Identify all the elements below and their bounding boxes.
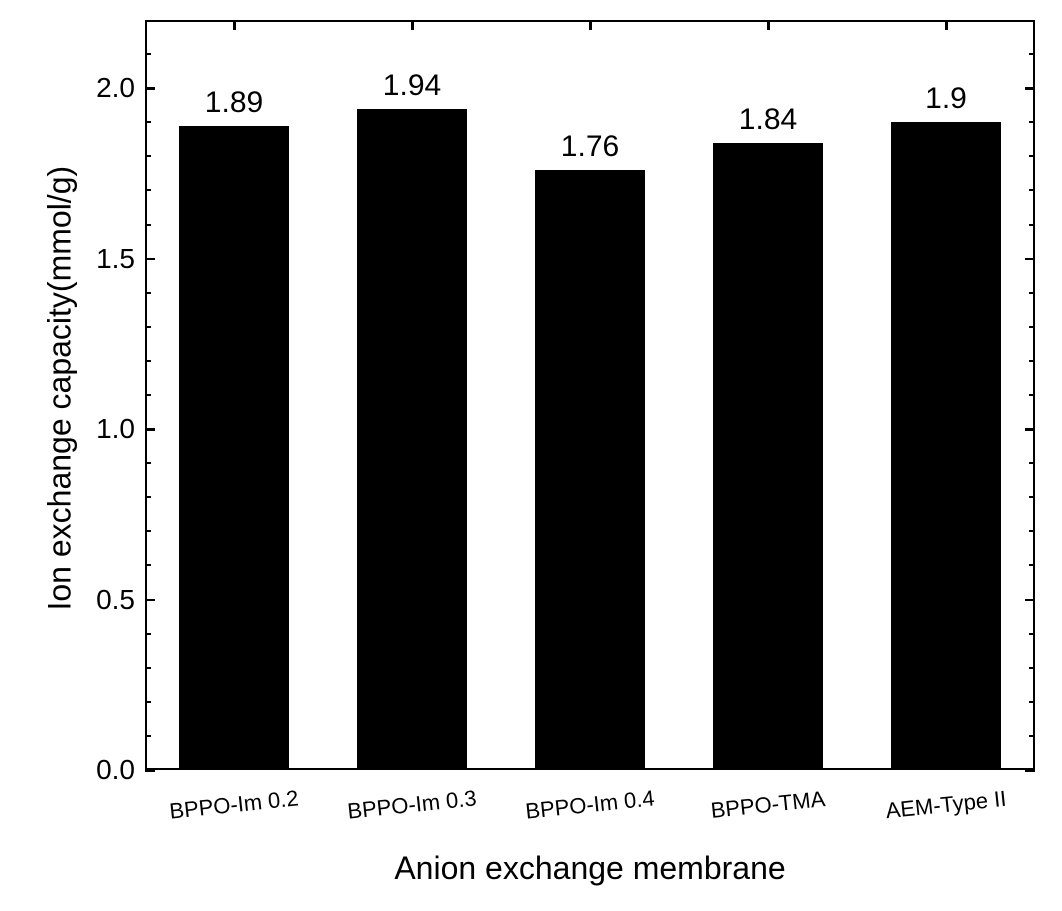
y-minor-tick	[145, 633, 151, 635]
y-tick-label: 1.5	[85, 243, 135, 275]
y-minor-tick	[145, 189, 151, 191]
x-tick-label: BPPO-Im 0.3	[341, 785, 483, 825]
y-tick-label: 2.0	[85, 72, 135, 104]
x-tick-mark	[411, 20, 414, 30]
y-tick-mark	[145, 87, 155, 90]
y-minor-tick	[145, 292, 151, 294]
x-tick-mark	[589, 760, 592, 770]
y-minor-tick	[1029, 292, 1035, 294]
y-minor-tick	[1029, 53, 1035, 55]
x-tick-mark	[945, 20, 948, 30]
y-minor-tick	[145, 224, 151, 226]
x-axis-label: Anion exchange membrane	[390, 850, 790, 887]
value-label: 1.89	[184, 86, 284, 120]
y-minor-tick	[145, 735, 151, 737]
y-minor-tick	[145, 53, 151, 55]
y-minor-tick	[145, 360, 151, 362]
y-minor-tick	[145, 496, 151, 498]
y-tick-label: 1.0	[85, 413, 135, 445]
y-tick-mark	[1025, 769, 1035, 772]
y-minor-tick	[1029, 326, 1035, 328]
x-tick-mark	[233, 20, 236, 30]
y-minor-tick	[1029, 155, 1035, 157]
y-minor-tick	[1029, 394, 1035, 396]
y-tick-mark	[1025, 87, 1035, 90]
y-tick-mark	[145, 599, 155, 602]
x-tick-mark	[767, 20, 770, 30]
bar	[713, 143, 823, 770]
y-tick-mark	[145, 769, 155, 772]
y-minor-tick	[1029, 564, 1035, 566]
y-minor-tick	[145, 155, 151, 157]
y-minor-tick	[145, 394, 151, 396]
x-tick-mark	[767, 760, 770, 770]
y-minor-tick	[1029, 360, 1035, 362]
x-tick-mark	[233, 760, 236, 770]
x-tick-label: BPPO-TMA	[697, 785, 839, 825]
y-minor-tick	[1029, 667, 1035, 669]
y-tick-mark	[145, 428, 155, 431]
x-tick-label: AEM-Type II	[875, 785, 1017, 825]
y-minor-tick	[1029, 735, 1035, 737]
y-tick-mark	[145, 258, 155, 261]
y-axis-label: Ion exchange capacity(mmol/g)	[42, 181, 79, 611]
y-minor-tick	[1029, 462, 1035, 464]
y-tick-mark	[1025, 599, 1035, 602]
value-label: 1.9	[896, 82, 996, 116]
chart-container: Ion exchange capacity(mmol/g) Anion exch…	[0, 0, 1062, 911]
y-minor-tick	[145, 667, 151, 669]
y-minor-tick	[145, 326, 151, 328]
x-tick-mark	[411, 760, 414, 770]
y-minor-tick	[1029, 189, 1035, 191]
y-tick-label: 0.0	[85, 754, 135, 786]
y-minor-tick	[1029, 633, 1035, 635]
y-tick-mark	[1025, 428, 1035, 431]
y-minor-tick	[145, 564, 151, 566]
bar	[357, 109, 467, 770]
bar	[891, 122, 1001, 770]
value-label: 1.94	[362, 69, 462, 103]
y-minor-tick	[145, 530, 151, 532]
x-tick-label: BPPO-Im 0.2	[163, 785, 305, 825]
x-tick-label: BPPO-Im 0.4	[519, 785, 661, 825]
bar	[179, 126, 289, 770]
y-minor-tick	[1029, 530, 1035, 532]
y-minor-tick	[1029, 496, 1035, 498]
y-tick-mark	[1025, 258, 1035, 261]
y-minor-tick	[145, 121, 151, 123]
x-tick-mark	[945, 760, 948, 770]
x-tick-mark	[589, 20, 592, 30]
value-label: 1.84	[718, 103, 818, 137]
bar	[535, 170, 645, 770]
y-minor-tick	[1029, 701, 1035, 703]
y-minor-tick	[145, 701, 151, 703]
y-tick-label: 0.5	[85, 584, 135, 616]
value-label: 1.76	[540, 130, 640, 164]
y-minor-tick	[1029, 121, 1035, 123]
y-minor-tick	[1029, 224, 1035, 226]
y-minor-tick	[145, 462, 151, 464]
